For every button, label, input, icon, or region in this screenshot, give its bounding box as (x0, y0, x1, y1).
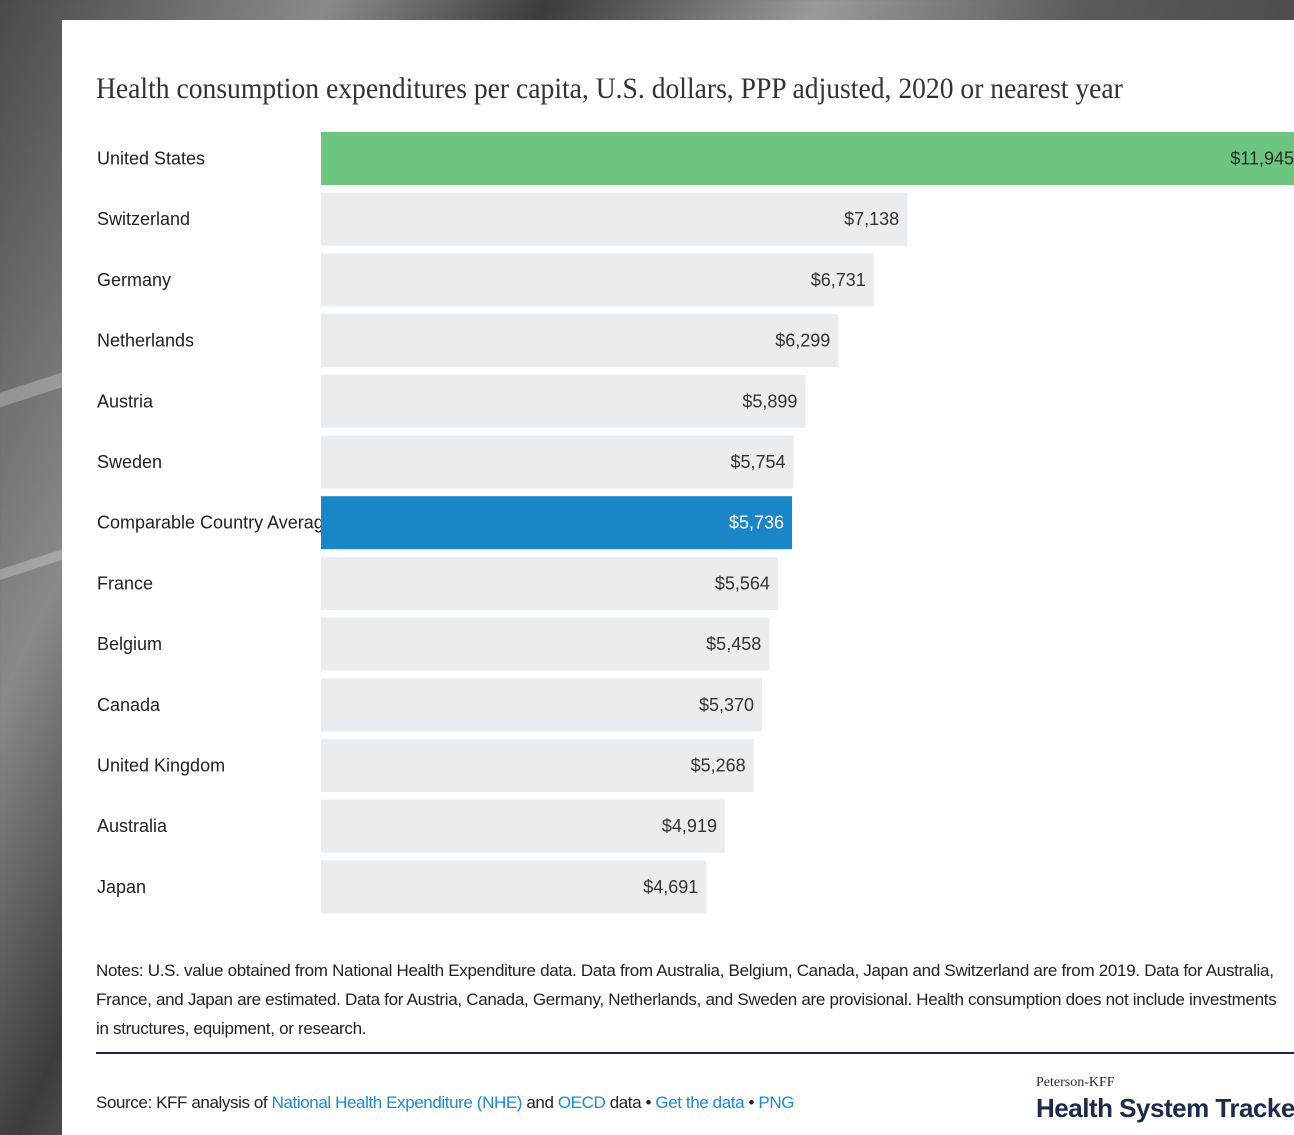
bar[interactable] (321, 496, 793, 550)
brand-small-text: Peterson-KFF (1036, 1075, 1115, 1090)
bar[interactable] (321, 374, 806, 428)
source-and: and (522, 1093, 558, 1112)
bar[interactable] (321, 678, 763, 732)
value-label: $5,458 (706, 634, 761, 654)
png-link[interactable]: PNG (758, 1093, 795, 1112)
get-data-link[interactable]: Get the data (655, 1093, 745, 1112)
category-label: Australia (97, 816, 168, 836)
bar[interactable] (321, 132, 1294, 185)
chart-card: Health consumption expenditures per capi… (62, 20, 1294, 1135)
bar[interactable] (321, 739, 754, 792)
category-label: United States (97, 149, 205, 169)
value-label: $7,138 (844, 209, 899, 229)
category-label: Canada (97, 695, 161, 715)
bar[interactable] (321, 799, 725, 853)
value-label: $4,691 (643, 877, 698, 897)
source-prefix: Source: KFF analysis of (96, 1093, 272, 1112)
value-label: $5,564 (715, 573, 770, 593)
divider-rule (96, 1052, 1294, 1054)
bar[interactable] (321, 435, 794, 489)
brand-logo[interactable]: Peterson-KFF Health System Tracker (1036, 1075, 1294, 1124)
nhe-link[interactable]: National Health Expenditure (NHE) (271, 1093, 523, 1112)
category-label: Switzerland (97, 209, 190, 229)
bar[interactable] (321, 253, 874, 307)
category-label: Germany (97, 270, 171, 290)
value-label: $4,919 (662, 816, 717, 836)
value-label: $5,370 (699, 695, 754, 715)
value-label: $6,299 (775, 331, 830, 351)
value-label: $11,945 (1230, 149, 1294, 169)
source-bullet: • (744, 1093, 759, 1112)
bar[interactable] (321, 860, 707, 914)
chart-notes: Notes: U.S. value obtained from National… (96, 961, 1277, 1038)
category-label: Sweden (97, 452, 162, 472)
category-label: Belgium (97, 634, 162, 654)
source-line: Source: KFF analysis of National Health … (96, 1093, 794, 1113)
chart-title: Health consumption expenditures per capi… (96, 72, 1123, 105)
value-label: $6,731 (811, 270, 866, 290)
source-data-word: data • (605, 1093, 656, 1112)
category-label: Netherlands (97, 331, 194, 351)
bar[interactable] (321, 192, 908, 246)
category-label: Comparable Country Average (97, 513, 334, 533)
brand-big-text: Health System Tracker (1036, 1093, 1294, 1123)
value-label: $5,899 (742, 391, 797, 411)
value-label: $5,736 (729, 513, 784, 533)
value-label: $5,268 (691, 756, 746, 776)
bar[interactable] (321, 314, 839, 368)
value-label: $5,754 (730, 452, 785, 472)
bar-chart: United States $11,945 Switzerland $7,138 Ger… (97, 132, 1294, 914)
category-label: United Kingdom (97, 756, 225, 776)
category-label: France (97, 573, 153, 593)
bar[interactable] (321, 617, 770, 671)
category-label: Austria (97, 391, 154, 411)
oecd-link[interactable]: OECD (557, 1093, 606, 1112)
category-label: Japan (97, 877, 146, 897)
bar[interactable] (321, 556, 778, 610)
